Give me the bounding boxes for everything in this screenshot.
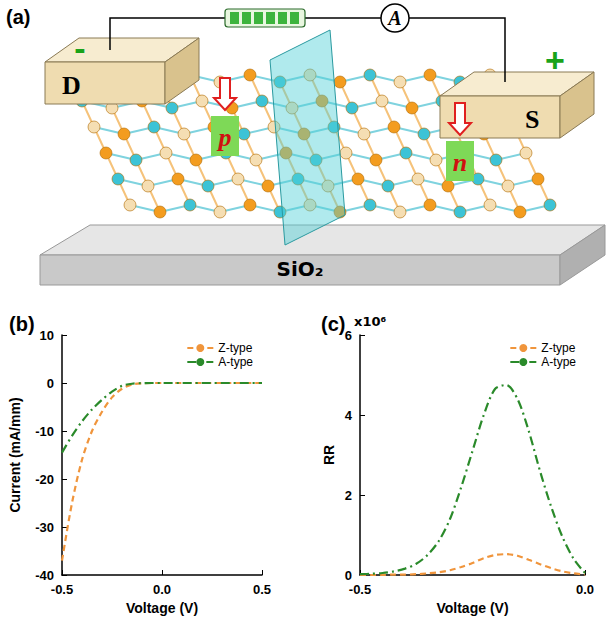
svg-text:S: S	[525, 105, 539, 134]
svg-text:Z-type: Z-type	[541, 341, 575, 355]
svg-text:RR: RR	[321, 445, 337, 465]
svg-text:D: D	[62, 71, 81, 100]
svg-text:A-type: A-type	[541, 355, 576, 369]
svg-text:0.5: 0.5	[253, 582, 271, 597]
svg-text:-0.5: -0.5	[51, 582, 73, 597]
svg-text:6: 6	[345, 328, 352, 343]
svg-text:A-type: A-type	[218, 355, 253, 369]
svg-text:4: 4	[345, 408, 353, 423]
svg-text:-30: -30	[35, 520, 54, 535]
svg-text:Voltage (V): Voltage (V)	[126, 600, 198, 616]
svg-text:x10⁶: x10⁶	[354, 314, 386, 329]
svg-text:Z-type: Z-type	[218, 341, 252, 355]
svg-text:(a): (a)	[6, 6, 30, 28]
svg-text:A: A	[386, 7, 401, 29]
svg-text:+: +	[545, 41, 565, 79]
svg-text:SiO₂: SiO₂	[276, 257, 323, 281]
svg-text:0.0: 0.0	[576, 582, 594, 597]
svg-text:n: n	[453, 148, 467, 177]
svg-text:0.0: 0.0	[153, 582, 171, 597]
svg-text:p: p	[217, 123, 232, 152]
svg-text:-0.5: -0.5	[349, 582, 371, 597]
svg-text:(b): (b)	[9, 313, 35, 335]
svg-text:-40: -40	[35, 568, 54, 583]
svg-text:Current (mA/mm): Current (mA/mm)	[7, 397, 23, 512]
svg-text:10: 10	[40, 328, 54, 343]
svg-text:(c): (c)	[321, 313, 345, 335]
svg-text:-20: -20	[35, 472, 54, 487]
svg-text:0: 0	[345, 568, 352, 583]
svg-text:0: 0	[47, 376, 54, 391]
svg-text:2: 2	[345, 488, 352, 503]
svg-text:-10: -10	[35, 424, 54, 439]
svg-text:-: -	[74, 29, 85, 67]
svg-text:Voltage (V): Voltage (V)	[436, 600, 508, 616]
